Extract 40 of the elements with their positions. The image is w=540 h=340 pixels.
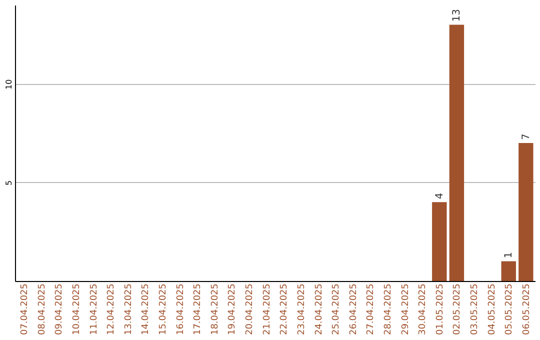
x-tick-label: 30.04.2025 — [418, 284, 428, 336]
x-tick-label: 25.04.2025 — [332, 284, 342, 336]
x-tick-label: 23.04.2025 — [296, 284, 307, 336]
x-tick-label: 06.05.2025 — [522, 284, 532, 336]
x-tick-label: 26.04.2025 — [348, 284, 359, 336]
bar — [449, 24, 464, 281]
x-tick-label: 13.04.2025 — [124, 284, 134, 336]
data-label: 4 — [434, 192, 446, 200]
x-tick-label: 04.05.2025 — [487, 284, 498, 336]
x-tick-label: 20.04.2025 — [245, 284, 256, 336]
x-tick-label: 03.05.2025 — [470, 284, 480, 336]
y-tick-label: 5 — [4, 180, 14, 186]
x-tick-label: 17.04.2025 — [193, 284, 204, 336]
x-tick-label: 10.04.2025 — [72, 284, 82, 336]
bar — [501, 261, 516, 281]
x-tick-label: 18.04.2025 — [210, 284, 220, 336]
x-tick-label: 21.04.2025 — [262, 284, 272, 336]
x-tick-label: 02.05.2025 — [452, 284, 463, 336]
x-tick-label: 05.05.2025 — [504, 284, 515, 336]
y-tick-label: 10 — [4, 79, 14, 90]
data-label: 13 — [452, 8, 463, 22]
x-tick-label: 29.04.2025 — [400, 284, 411, 336]
x-tick-label: 22.04.2025 — [280, 284, 290, 336]
x-tick-label: 24.04.2025 — [314, 284, 324, 336]
x-tick-label: 07.04.2025 — [20, 284, 30, 336]
x-tick-label: 12.04.2025 — [106, 284, 117, 336]
x-tick-label: 15.04.2025 — [158, 284, 169, 336]
x-tick-label: 08.04.2025 — [37, 284, 48, 336]
x-tick-label: 01.05.2025 — [435, 284, 446, 336]
x-tick-label: 19.04.2025 — [228, 284, 238, 336]
x-tick-label: 11.04.2025 — [89, 284, 100, 336]
data-label: 7 — [520, 134, 532, 140]
x-tick-label: 28.04.2025 — [383, 284, 394, 336]
bar — [432, 202, 447, 281]
x-tick-label: 14.04.2025 — [141, 284, 152, 336]
x-tick-label: 16.04.2025 — [176, 284, 186, 336]
bar — [518, 143, 534, 281]
data-label: 1 — [504, 252, 515, 258]
x-tick-label: 09.04.2025 — [54, 284, 65, 336]
x-tick-label: 27.04.2025 — [366, 284, 376, 336]
